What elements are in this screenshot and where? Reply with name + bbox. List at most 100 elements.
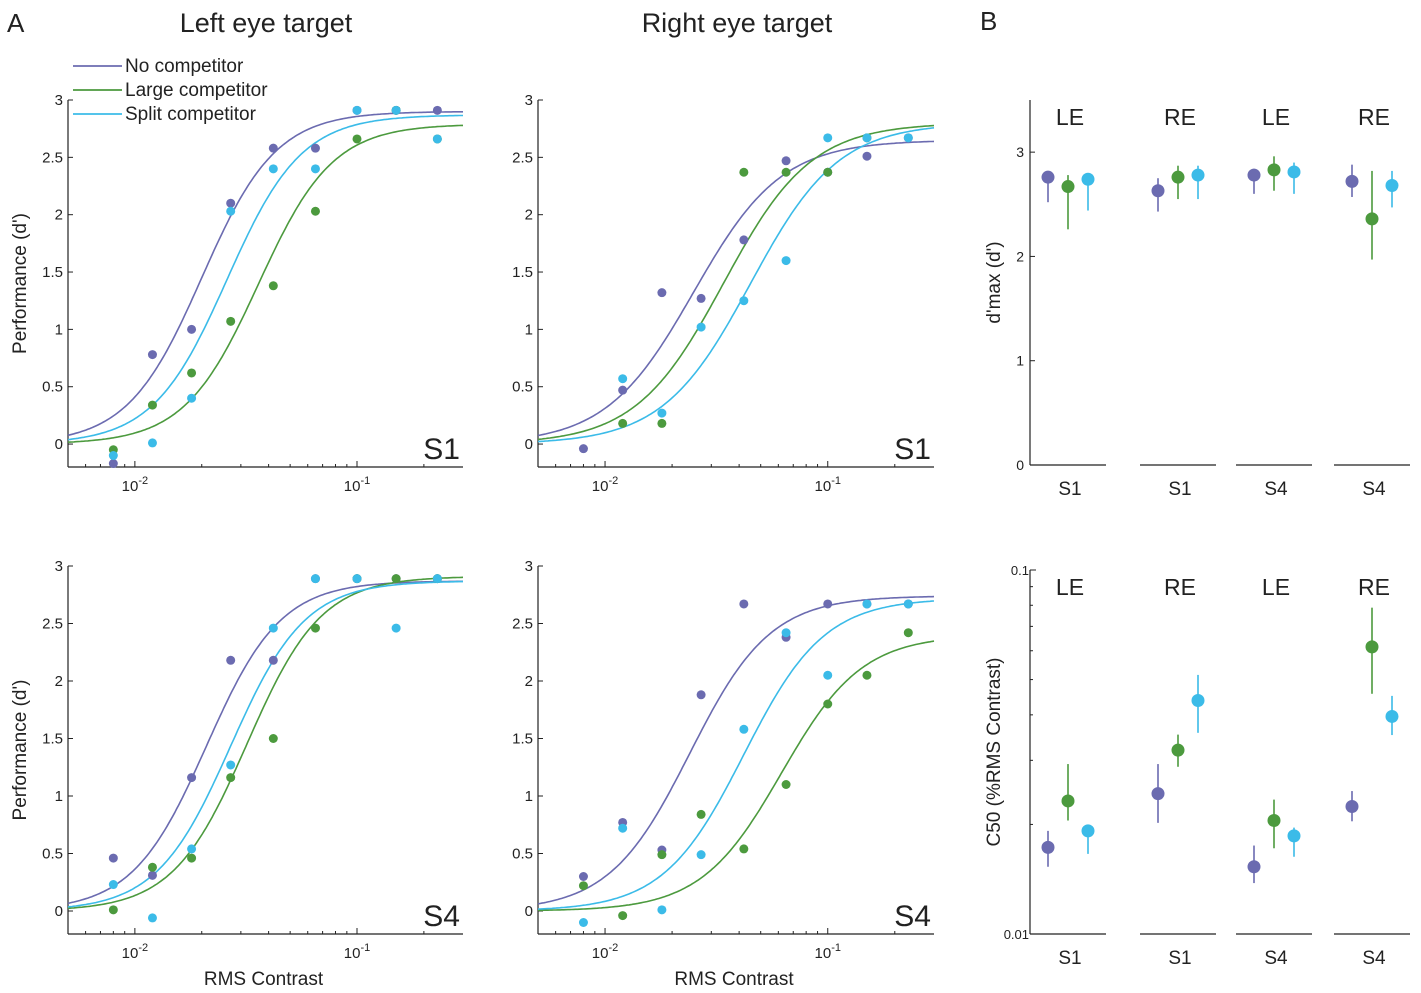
y-tick-label: 1: [55, 788, 63, 805]
y-tick-label: 3: [525, 558, 533, 575]
fit-curve: [67, 580, 463, 905]
data-point: [187, 368, 197, 378]
data-point: [739, 296, 749, 306]
y-tick-label: 1: [525, 321, 533, 338]
y-tick-label: 0: [525, 903, 533, 920]
data-point: [1061, 794, 1075, 808]
eye-label: LE: [1262, 104, 1290, 130]
x-axis-label: RMS Contrast: [204, 969, 324, 990]
group-label: S1: [1168, 479, 1191, 500]
eye-label: RE: [1164, 574, 1196, 600]
y-tick-label: 0.01: [1004, 927, 1029, 942]
data-point: [578, 918, 588, 927]
eye-label: RE: [1358, 104, 1390, 130]
data-point: [903, 133, 913, 143]
x-tick-label: 10-2: [592, 942, 618, 962]
y-tick-label: 1.5: [512, 264, 533, 281]
legend: No competitor Large competitor Split compe…: [73, 56, 268, 125]
fit-curve: [537, 595, 935, 905]
y-tick-label: 1: [55, 321, 63, 338]
data-point: [739, 167, 749, 177]
group-label: S1: [1058, 479, 1081, 500]
data-point: [1385, 709, 1399, 723]
psychometric-plot-1: 0 0.5 1 1.5 2 2.5 3 10-2 10-1 S1 Performance (d'): [10, 92, 463, 495]
y-tick-label: 2.5: [42, 616, 63, 633]
y-tick-label: 1.5: [42, 731, 63, 748]
y-tick-label: 1.5: [42, 264, 63, 281]
data-point: [1081, 824, 1095, 838]
data-point: [1365, 212, 1379, 226]
data-point: [823, 133, 833, 143]
y-tick-label: 3: [525, 92, 533, 109]
data-point: [739, 724, 749, 734]
data-point: [1171, 743, 1185, 757]
y-tick-label: 1.5: [512, 731, 533, 748]
data-point: [268, 281, 278, 291]
data-point: [739, 844, 749, 854]
group-label: S1: [1058, 948, 1081, 969]
data-point: [352, 574, 362, 584]
y-tick-label: 2: [55, 673, 63, 690]
fit-curve: [537, 124, 935, 441]
data-point: [310, 574, 320, 584]
data-point: [1151, 184, 1165, 198]
y-tick-label: 0: [525, 436, 533, 453]
data-point: [696, 690, 706, 700]
fit-curve: [67, 576, 464, 910]
data-point: [657, 288, 667, 298]
y-tick-label: 2.5: [512, 149, 533, 166]
x-tick-label: 10-1: [344, 942, 370, 962]
y-tick-label: 0.5: [512, 379, 533, 396]
data-point: [226, 760, 236, 770]
data-point: [657, 408, 667, 418]
data-point: [1191, 168, 1205, 182]
y-tick-label: 2.5: [512, 616, 533, 633]
data-point: [226, 206, 236, 216]
data-point: [1345, 800, 1359, 814]
data-point: [108, 853, 118, 863]
y-tick-label: 0: [55, 903, 63, 920]
data-point: [108, 905, 118, 915]
fit-curve: [538, 640, 935, 912]
data-point: [862, 133, 872, 143]
legend-label: Large competitor: [125, 80, 268, 101]
data-point: [823, 699, 833, 709]
data-point: [823, 670, 833, 680]
panel-label-b: B: [980, 6, 997, 36]
data-point: [657, 850, 667, 860]
data-point: [1267, 814, 1281, 828]
eye-label: LE: [1056, 104, 1084, 130]
data-point: [1287, 829, 1301, 843]
data-point: [268, 143, 278, 153]
y-tick-label: 3: [1016, 144, 1024, 160]
data-point: [147, 400, 157, 410]
data-point: [657, 905, 667, 915]
data-point: [310, 143, 320, 153]
data-point: [310, 164, 320, 174]
data-point: [618, 385, 628, 395]
data-point: [862, 151, 872, 161]
data-point: [1081, 172, 1095, 186]
y-tick-label: 1: [1016, 353, 1024, 369]
x-axis-label: RMS Contrast: [674, 969, 794, 990]
data-point: [903, 628, 913, 638]
x-tick-label: 10-1: [815, 475, 841, 495]
data-point: [147, 870, 157, 880]
data-point: [352, 105, 362, 115]
data-point: [781, 628, 791, 638]
data-point: [862, 670, 872, 680]
fit-curve: [67, 124, 463, 443]
data-point: [432, 105, 442, 115]
data-point: [781, 780, 791, 789]
psychometric-plot-2: 0 0.5 1 1.5 2 2.5 3 10-2 10-1 S1: [512, 92, 935, 495]
legend-label: No competitor: [125, 56, 244, 77]
data-point: [1041, 170, 1055, 184]
y-tick-label: 0: [55, 436, 63, 453]
x-tick-label: 10-1: [815, 942, 841, 962]
data-point: [1345, 174, 1359, 188]
subject-label: S1: [894, 433, 931, 466]
data-point: [578, 881, 588, 891]
data-point: [432, 134, 442, 144]
